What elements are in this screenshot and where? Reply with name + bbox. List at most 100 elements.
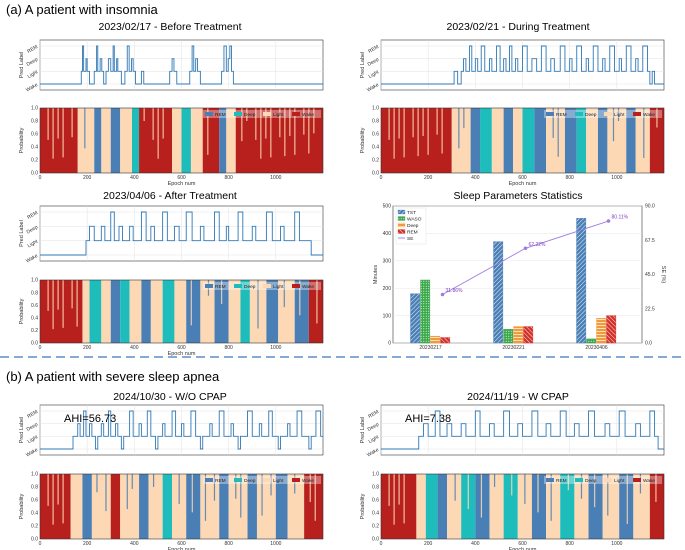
se-data-label: 31.86% xyxy=(446,288,464,294)
legend-label: Wake xyxy=(302,112,314,118)
prob-block-rem xyxy=(186,280,201,343)
legend-label: Light xyxy=(273,112,284,118)
prob-stripe xyxy=(279,108,281,138)
prob-block-rem xyxy=(531,474,547,539)
prob-stripe xyxy=(393,474,395,525)
prob-block-light xyxy=(120,474,140,539)
prob-stripe xyxy=(47,280,49,311)
prob-xtick: 0 xyxy=(39,541,42,547)
prob-xtick: 400 xyxy=(130,541,139,547)
prob-ytick: 1.0 xyxy=(372,472,379,478)
stats-ytick-right: 90.0 xyxy=(645,204,655,210)
prob-stripe xyxy=(463,108,465,129)
bar-rem xyxy=(606,315,617,344)
prob-stripe xyxy=(388,474,390,506)
prob-stripe xyxy=(393,108,395,159)
stats-ytick: 0 xyxy=(388,341,391,347)
legend-box xyxy=(203,476,321,484)
prob-block-deep xyxy=(120,280,130,343)
prob-ytick: 0.6 xyxy=(31,498,38,504)
legend-label: Deep xyxy=(244,112,256,118)
panel-title: 2023/02/21 - During Treatment xyxy=(446,21,589,33)
prob-xtick: 800 xyxy=(224,541,233,547)
panel-title: 2023/04/06 - After Treatment xyxy=(103,190,237,202)
prob-block-light xyxy=(190,108,203,173)
bar-deep xyxy=(513,326,524,344)
hyp-stage-tick: Deep xyxy=(26,422,40,433)
prob-ytick: 0.4 xyxy=(31,145,38,151)
hyp-stage-tick: REM xyxy=(26,210,39,221)
bar-tst xyxy=(493,241,504,344)
stats-legend-label: WASO xyxy=(407,216,422,222)
prob-stripe xyxy=(57,474,59,505)
stats-legend-swatch-waso xyxy=(397,216,406,221)
prob-stripe xyxy=(493,474,496,487)
ahi-label: AHI=7.38 xyxy=(405,413,451,425)
legend-swatch-rem xyxy=(546,478,554,482)
legend-box xyxy=(203,282,321,290)
prob-block-rem xyxy=(437,474,448,539)
prob-block-light xyxy=(574,474,589,539)
panel-p3: 2023/04/06 - After Treatment Wake Light Dee… xyxy=(19,190,324,357)
hyp-stage-tick: Wake xyxy=(25,447,39,459)
legend-swatch-deep xyxy=(234,284,242,288)
prob-block-rem xyxy=(626,108,636,173)
prob-stripe xyxy=(152,108,154,140)
panel-stats: Sleep Parameters Statistics 0 100 200 300 400… xyxy=(373,190,666,351)
prob-ytick: 0.2 xyxy=(372,524,379,530)
section-a-title: (a) A patient with insomnia xyxy=(6,2,159,17)
prob-xtick: 0 xyxy=(39,175,42,181)
prob-stripe xyxy=(207,108,209,155)
prob-xtick: 0 xyxy=(380,175,383,181)
prob-xtick: 200 xyxy=(83,541,92,547)
legend-swatch-light xyxy=(263,112,271,116)
prob-block-rem xyxy=(470,108,481,173)
prob-stripe xyxy=(643,108,645,159)
prob-block-rem xyxy=(534,108,547,173)
hyp-stage-tick: Light xyxy=(368,69,381,80)
panel-p2: 2023/02/21 - During TreatmentWakeLightDe… xyxy=(360,21,665,187)
prob-ytick: 0.2 xyxy=(31,524,38,530)
prob-ytick: 1.0 xyxy=(31,472,38,478)
prob-stripe xyxy=(47,474,49,506)
prob-xtick: 400 xyxy=(471,175,480,181)
legend-swatch-wake xyxy=(633,112,641,116)
prob-stripe xyxy=(157,108,159,159)
prob-block-wake xyxy=(304,474,323,539)
bar-rem xyxy=(440,337,451,344)
legend-label: Deep xyxy=(244,284,256,290)
legend-swatch-wake xyxy=(292,478,300,482)
prob-stripe xyxy=(313,108,315,134)
prob-frame xyxy=(39,473,324,540)
prob-block-rem xyxy=(214,280,229,343)
prob-xlabel: Epoch num xyxy=(168,351,196,357)
prob-stripe xyxy=(480,474,483,518)
prob-xtick: 400 xyxy=(471,541,480,547)
prob-stripe xyxy=(436,108,438,135)
prob-block-rem xyxy=(503,108,514,173)
prob-block-wake xyxy=(40,474,71,539)
prob-ytick: 1.0 xyxy=(31,106,38,112)
legend-label: REM xyxy=(215,284,226,290)
prob-block-light xyxy=(101,108,111,173)
prob-xtick: 800 xyxy=(224,175,233,181)
se-point xyxy=(440,292,445,297)
legend-label: REM xyxy=(556,478,567,484)
legend-label: Deep xyxy=(244,478,256,484)
prob-stripe xyxy=(126,474,128,510)
prob-stripe xyxy=(398,108,400,139)
prob-xtick: 800 xyxy=(565,541,574,547)
stats-ytick: 500 xyxy=(383,204,392,210)
prob-ytick: 0.0 xyxy=(31,171,38,177)
prob-stripe xyxy=(84,108,86,149)
stats-legend-label: REM xyxy=(407,229,418,235)
legend-label: REM xyxy=(215,478,226,484)
legend-box xyxy=(203,110,321,118)
hyp-ylabel: Pred Label xyxy=(360,417,366,444)
hypnogram-line xyxy=(381,410,664,450)
prob-stripe xyxy=(309,474,311,502)
prob-stripe xyxy=(76,280,78,327)
prob-stripe xyxy=(607,474,609,516)
stats-legend-swatch-tst xyxy=(397,209,406,215)
hyp-stage-tick: Wake xyxy=(366,447,380,459)
